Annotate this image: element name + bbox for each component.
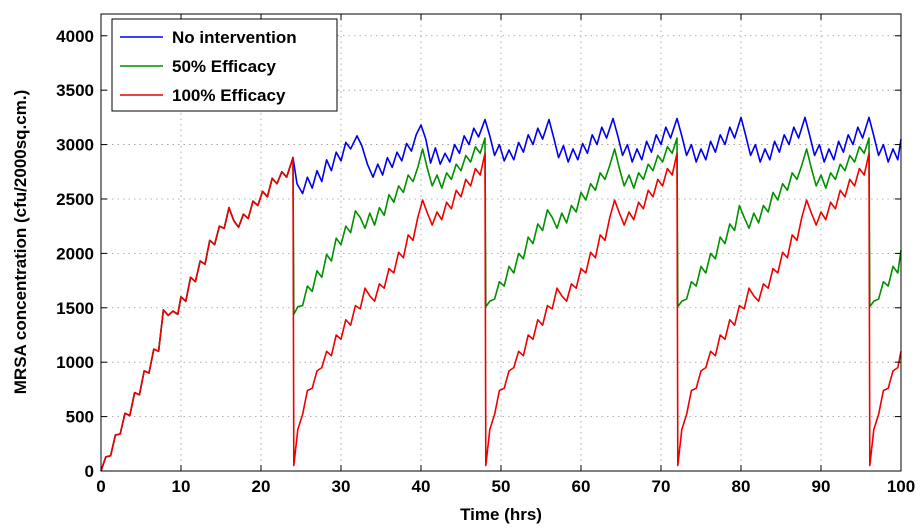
y-tick-label: 500 bbox=[66, 408, 94, 427]
x-tick-label: 50 bbox=[492, 477, 511, 496]
y-tick-labels: 0 500 1000 1500 2000 2500 3000 3500 4000 bbox=[56, 27, 94, 481]
y-tick-label: 0 bbox=[85, 462, 94, 481]
x-tick-label: 100 bbox=[887, 477, 915, 496]
x-tick-label: 10 bbox=[172, 477, 191, 496]
x-tick-label: 80 bbox=[732, 477, 751, 496]
y-tick-label: 1000 bbox=[56, 353, 94, 372]
x-tick-labels: 0 10 20 30 40 50 60 70 80 90 100 bbox=[96, 477, 915, 496]
legend-label-100-efficacy: 100% Efficacy bbox=[172, 86, 286, 105]
x-axis-label: Time (hrs) bbox=[460, 505, 542, 524]
series-line-100-efficacy bbox=[100, 152, 902, 472]
x-tick-label: 40 bbox=[412, 477, 431, 496]
x-tick-label: 70 bbox=[652, 477, 671, 496]
series-lines bbox=[100, 116, 902, 472]
axis-ticks bbox=[100, 14, 902, 472]
x-tick-label: 60 bbox=[572, 477, 591, 496]
y-tick-label: 3000 bbox=[56, 136, 94, 155]
x-tick-label: 0 bbox=[96, 477, 105, 496]
y-tick-label: 3500 bbox=[56, 81, 94, 100]
y-tick-label: 4000 bbox=[56, 27, 94, 46]
y-tick-label: 2500 bbox=[56, 190, 94, 209]
legend-label-50-efficacy: 50% Efficacy bbox=[172, 57, 276, 76]
y-tick-label: 1500 bbox=[56, 299, 94, 318]
x-tick-label: 90 bbox=[812, 477, 831, 496]
x-tick-label: 30 bbox=[332, 477, 351, 496]
x-tick-label: 20 bbox=[252, 477, 271, 496]
y-tick-label: 2000 bbox=[56, 244, 94, 263]
legend: No intervention 50% Efficacy 100% Effica… bbox=[111, 18, 338, 112]
y-axis-label: MRSA concentration (cfu/2000sq.cm.) bbox=[11, 90, 30, 395]
legend-label-no-intervention: No intervention bbox=[172, 28, 297, 47]
